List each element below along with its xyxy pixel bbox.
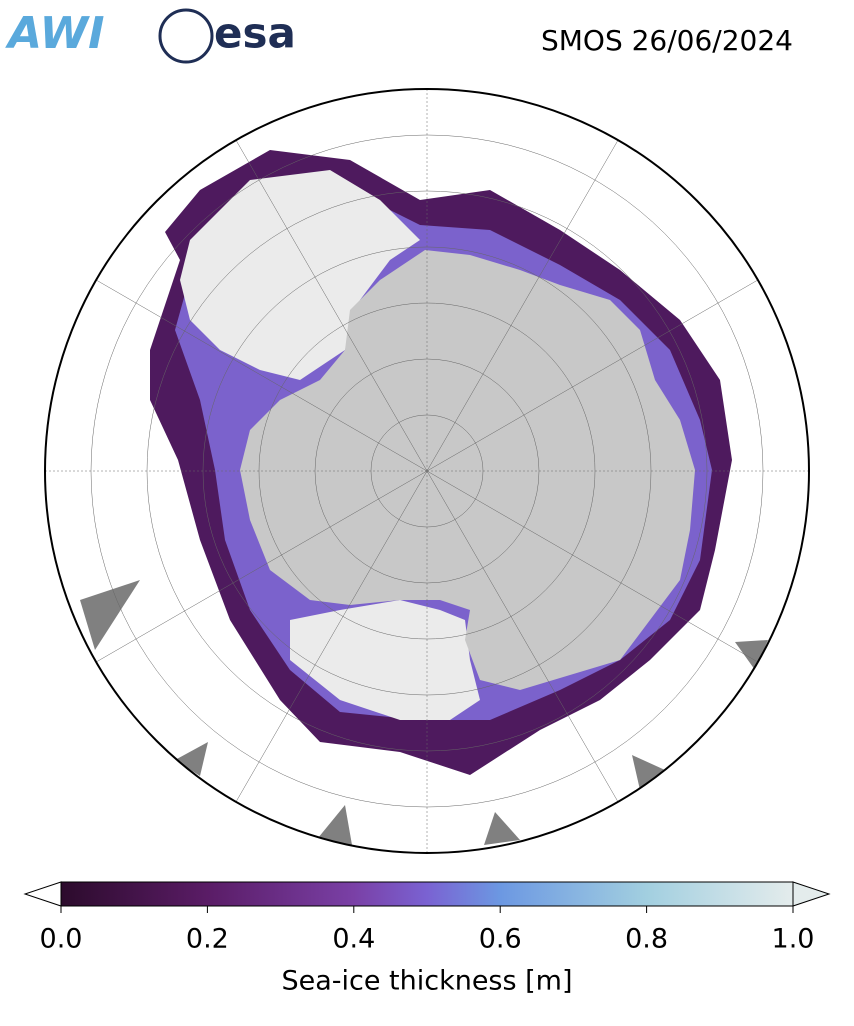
esa-logo: esa — [214, 9, 296, 58]
colorbar-tick-label: 0.2 — [186, 924, 229, 955]
colorbar-tick-label: 0.4 — [332, 924, 375, 955]
map — [45, 89, 809, 853]
meridian — [426, 470, 619, 802]
meridian — [426, 470, 758, 663]
colorbar-label: Sea-ice thickness [m] — [281, 966, 572, 997]
ice-shelf — [180, 170, 420, 380]
colorbar-extend-low — [23, 881, 62, 907]
colorbar-tick-label: 0.6 — [479, 924, 522, 955]
land — [175, 742, 208, 776]
land — [632, 755, 665, 790]
colorbar-tick-label: 1.0 — [772, 924, 815, 955]
meridian — [235, 470, 428, 802]
esa-logo-mark — [158, 8, 214, 64]
colorbar: Sea-ice thickness [m] 0.0 0.2 0.4 0.6 0.8 1.0 — [23, 881, 831, 997]
colorbar-tick-label: 0.8 — [625, 924, 668, 955]
meridian — [235, 140, 428, 472]
colorbar-extend-high — [792, 881, 831, 907]
ice-shelf — [290, 600, 480, 720]
graticule — [45, 89, 809, 853]
colorbar-ramp — [60, 881, 794, 907]
meridian — [96, 470, 428, 663]
meridian — [96, 279, 428, 472]
awi-logo: AWI — [5, 8, 105, 59]
land — [318, 805, 352, 845]
map-boundary — [44, 88, 810, 854]
meridian — [426, 279, 758, 472]
title: SMOS 26/06/2024 — [541, 24, 793, 57]
meridian — [426, 140, 619, 472]
land — [80, 580, 140, 650]
land — [484, 812, 520, 845]
continent — [240, 250, 695, 690]
land — [735, 640, 768, 670]
colorbar-tick-label: 0.0 — [40, 924, 83, 955]
